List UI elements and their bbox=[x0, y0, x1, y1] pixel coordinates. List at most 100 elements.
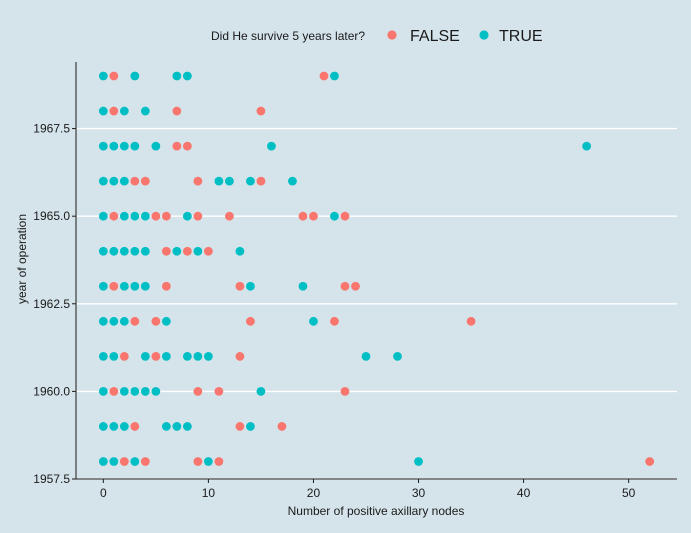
point-true-29 bbox=[109, 246, 119, 256]
point-false-17 bbox=[309, 211, 318, 221]
series-true bbox=[98, 71, 592, 466]
x-tick-label-4: 40 bbox=[517, 486, 531, 500]
point-false-6 bbox=[182, 141, 192, 151]
point-false-5 bbox=[172, 141, 182, 151]
point-true-24 bbox=[130, 211, 140, 221]
point-true-9 bbox=[109, 141, 119, 151]
point-true-55 bbox=[393, 351, 402, 361]
x-tick-label-3: 30 bbox=[412, 486, 426, 500]
point-false-21 bbox=[203, 246, 213, 256]
point-true-32 bbox=[140, 246, 150, 256]
point-true-38 bbox=[130, 281, 140, 291]
point-true-12 bbox=[151, 141, 161, 151]
point-true-35 bbox=[235, 246, 245, 256]
point-true-62 bbox=[98, 422, 108, 431]
legend-label-false: FALSE bbox=[410, 28, 460, 45]
point-true-18 bbox=[214, 176, 224, 186]
y-axis-ticks: 1957.5 1960.0 1962.5 1965.0 1967.5 bbox=[33, 122, 76, 486]
point-true-7 bbox=[140, 106, 150, 116]
point-true-15 bbox=[98, 176, 108, 186]
point-true-37 bbox=[119, 281, 129, 291]
x-tick-label-1: 10 bbox=[202, 486, 216, 500]
point-true-50 bbox=[161, 351, 171, 361]
point-true-30 bbox=[119, 246, 129, 256]
point-false-1 bbox=[319, 71, 329, 81]
point-false-35 bbox=[109, 386, 119, 396]
point-false-9 bbox=[193, 176, 203, 186]
point-true-36 bbox=[98, 281, 108, 291]
point-true-10 bbox=[119, 141, 129, 151]
point-false-37 bbox=[214, 386, 224, 396]
point-true-34 bbox=[193, 246, 203, 256]
point-false-16 bbox=[298, 211, 308, 221]
point-true-16 bbox=[109, 176, 119, 186]
point-false-22 bbox=[109, 281, 119, 291]
point-true-73 bbox=[414, 457, 423, 466]
legend-swatch-true bbox=[479, 30, 489, 40]
point-false-30 bbox=[330, 316, 339, 326]
point-true-27 bbox=[330, 211, 339, 221]
point-true-20 bbox=[246, 176, 255, 186]
point-true-44 bbox=[119, 316, 129, 326]
point-false-42 bbox=[119, 457, 129, 466]
point-true-72 bbox=[203, 457, 213, 466]
point-true-4 bbox=[330, 71, 339, 81]
y-tick-label-4: 1967.5 bbox=[33, 122, 70, 136]
x-axis-ticks: 0 10 20 30 40 50 bbox=[100, 479, 636, 500]
point-false-14 bbox=[193, 211, 203, 221]
point-false-27 bbox=[130, 316, 140, 326]
point-false-43 bbox=[140, 457, 150, 466]
y-tick-label-3: 1965.0 bbox=[33, 209, 70, 223]
point-true-17 bbox=[119, 176, 129, 186]
point-true-69 bbox=[98, 457, 108, 466]
point-true-70 bbox=[109, 457, 119, 466]
y-tick-label-2: 1962.5 bbox=[33, 297, 70, 311]
point-true-0 bbox=[98, 71, 108, 81]
point-false-39 bbox=[130, 422, 140, 431]
point-true-21 bbox=[288, 176, 297, 186]
point-false-32 bbox=[119, 351, 129, 361]
point-true-61 bbox=[256, 386, 266, 396]
point-true-66 bbox=[172, 422, 182, 431]
series-false bbox=[109, 71, 655, 466]
x-tick-label-0: 0 bbox=[100, 486, 107, 500]
point-true-13 bbox=[267, 141, 276, 151]
legend-label-true: TRUE bbox=[499, 28, 543, 45]
axes bbox=[75, 62, 677, 480]
y-tick-label-0: 1957.5 bbox=[33, 472, 70, 486]
point-true-31 bbox=[130, 246, 140, 256]
point-false-45 bbox=[214, 457, 224, 466]
point-true-47 bbox=[98, 351, 108, 361]
point-true-39 bbox=[140, 281, 150, 291]
point-false-0 bbox=[109, 71, 119, 81]
point-true-64 bbox=[119, 422, 129, 431]
point-true-25 bbox=[140, 211, 150, 221]
point-true-56 bbox=[98, 386, 108, 396]
point-true-53 bbox=[203, 351, 213, 361]
point-true-43 bbox=[109, 316, 119, 326]
point-false-38 bbox=[340, 386, 350, 396]
point-true-41 bbox=[298, 281, 308, 291]
point-true-58 bbox=[130, 386, 140, 396]
point-true-67 bbox=[182, 422, 192, 431]
legend-swatch-false bbox=[387, 30, 397, 40]
point-true-49 bbox=[140, 351, 150, 361]
point-true-8 bbox=[98, 141, 108, 151]
point-false-11 bbox=[109, 211, 119, 221]
point-true-52 bbox=[193, 351, 203, 361]
point-true-14 bbox=[582, 141, 592, 151]
point-true-46 bbox=[309, 316, 318, 326]
point-true-45 bbox=[161, 316, 171, 326]
point-true-48 bbox=[109, 351, 119, 361]
point-false-19 bbox=[161, 246, 171, 256]
x-tick-label-5: 50 bbox=[622, 486, 636, 500]
point-true-65 bbox=[161, 422, 171, 431]
point-false-3 bbox=[172, 106, 182, 116]
point-false-10 bbox=[256, 176, 266, 186]
point-false-33 bbox=[151, 351, 161, 361]
point-false-41 bbox=[277, 422, 287, 431]
point-true-23 bbox=[119, 211, 129, 221]
legend-title: Did He survive 5 years later? bbox=[211, 29, 365, 43]
